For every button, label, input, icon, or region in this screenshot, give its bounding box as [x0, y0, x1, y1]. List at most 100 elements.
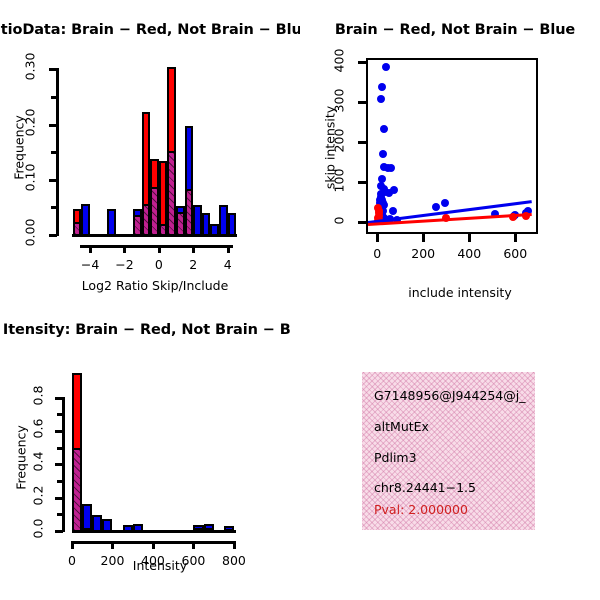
y-tick-label: 400: [331, 48, 347, 73]
histogram-bar-overlap: [203, 528, 214, 530]
histogram-baseline: [72, 530, 236, 533]
y-tick-major: [55, 496, 63, 500]
histogram-bar-not-brain: [201, 213, 211, 234]
x-tick-label: 400: [141, 553, 165, 568]
y-tick: [358, 181, 366, 184]
histogram-bar-overlap: [72, 448, 83, 530]
y-tick: [358, 221, 366, 224]
x-tick-label: −4: [80, 257, 100, 272]
histogram-bar-not-brain: [193, 525, 204, 530]
y-axis-line: [62, 396, 65, 532]
scatter-point: [384, 188, 393, 197]
scatter-point: [490, 210, 499, 218]
x-tick: [89, 245, 93, 253]
y-tick-major: [55, 530, 63, 533]
y-tick-minor: [57, 446, 63, 450]
x-tick-label: 0: [68, 553, 76, 568]
annotation-gene-symbol: Pdlim3: [374, 450, 417, 465]
scatter-point: [378, 150, 387, 158]
y-axis-line: [56, 68, 59, 236]
y-tick: [358, 61, 366, 64]
ratio-histogram-bars: [66, 60, 238, 234]
y-tick-major: [55, 396, 63, 400]
histogram-bar-not-brain: [193, 205, 202, 234]
histogram-bar-overlap: [72, 221, 82, 234]
histogram-bar-overlap: [193, 528, 204, 530]
scatter-point: [523, 206, 532, 215]
scatter-point: [376, 190, 385, 198]
annotation-event-type: altMutEx: [374, 419, 429, 434]
y-tick-minor: [57, 513, 63, 517]
scatter-point: [377, 174, 386, 183]
annotation-event-id: G7148956@J944254@j_: [374, 388, 526, 403]
histogram-bar-overlap: [82, 528, 93, 530]
scatter-point: [381, 62, 390, 71]
y-tick: [358, 141, 366, 144]
y-tick-minor: [51, 206, 57, 210]
histogram-bar-not-brain: [92, 515, 103, 530]
y-tick-minor: [57, 480, 63, 483]
y-tick-label: 100: [331, 168, 347, 193]
histogram-bar-not-brain: [223, 526, 234, 530]
histogram-bar-overlap: [158, 224, 168, 234]
y-tick-minor: [57, 413, 63, 417]
x-tick: [111, 541, 115, 549]
histogram-bar-not-brain: [82, 504, 93, 530]
y-tick-label: 200: [331, 128, 347, 153]
y-tick-minor: [51, 151, 57, 155]
y-tick-label: 300: [331, 88, 347, 113]
scatter-plot-frame: [366, 58, 538, 234]
x-tick-label: 600: [181, 553, 206, 568]
x-tick: [151, 541, 155, 549]
panel-intensity-histogram: ne Itensity: Brain − Red, Not Brain − B …: [0, 300, 300, 600]
histogram-bar-overlap: [184, 188, 194, 234]
histogram-bar-not-brain: [210, 224, 220, 234]
y-tick-major: [49, 234, 57, 237]
scatter-point: [377, 95, 386, 104]
y-tick-minor: [51, 95, 57, 99]
annotation-pval: Pval: 2.000000: [374, 502, 468, 517]
x-tick-label: 200: [411, 246, 436, 261]
histogram-bar-not-brain: [227, 213, 237, 234]
x-tick: [468, 234, 472, 242]
x-tick: [71, 541, 74, 549]
x-tick-label: 800: [222, 553, 246, 568]
x-tick-label: 600: [503, 246, 528, 261]
scatter-point: [377, 182, 386, 190]
scatter-xlabel: include intensity: [408, 285, 512, 300]
y-tick-label: 0.10: [22, 163, 38, 192]
intensity-histogram-bars: [72, 370, 238, 530]
panel-intensity-scatter: Brain − Red, Not Brain − Blue skip inten…: [300, 0, 600, 300]
y-tick-label: 0.20: [22, 108, 38, 136]
y-tick-major: [55, 430, 63, 433]
histogram-bar-not-brain: [132, 524, 143, 530]
scatter-point: [375, 196, 384, 204]
x-tick: [514, 234, 518, 242]
histogram-baseline: [72, 234, 238, 237]
histogram-bar-not-brain: [219, 205, 228, 234]
x-tick: [192, 245, 196, 253]
scatter-point: [374, 204, 383, 213]
x-tick-label: 400: [457, 246, 482, 261]
scatter-title: Brain − Red, Not Brain − Blue: [334, 22, 576, 38]
y-tick: [358, 101, 366, 104]
scatter-point: [379, 163, 388, 172]
histogram-bar-overlap: [133, 214, 142, 234]
x-tick: [192, 541, 196, 549]
x-tick-label: 2: [189, 257, 198, 272]
y-tick-label: 0.8: [30, 385, 46, 406]
intensity-histogram-title: ne Itensity: Brain − Red, Not Brain − B: [0, 322, 291, 338]
histogram-bar-not-brain: [81, 203, 91, 234]
x-tick-label: 0: [373, 246, 382, 261]
histogram-bar-not-brain: [122, 524, 133, 530]
x-tick: [123, 245, 127, 253]
scatter-points-layer: [368, 60, 536, 232]
panel-ratio-histogram: RatioData: Brain − Red, Not Brain − Blu …: [0, 0, 300, 300]
ratio-histogram-xlabel: Log2 Ratio Skip/Include: [81, 278, 229, 293]
scatter-point: [440, 198, 449, 207]
y-tick-major: [49, 68, 57, 72]
annotation-locus: chr8.24441−1.5: [374, 480, 476, 495]
scatter-point: [388, 206, 397, 215]
panel-annotation: G7148956@J944254@j_ altMutEx Pdlim3 chr8…: [300, 300, 600, 600]
